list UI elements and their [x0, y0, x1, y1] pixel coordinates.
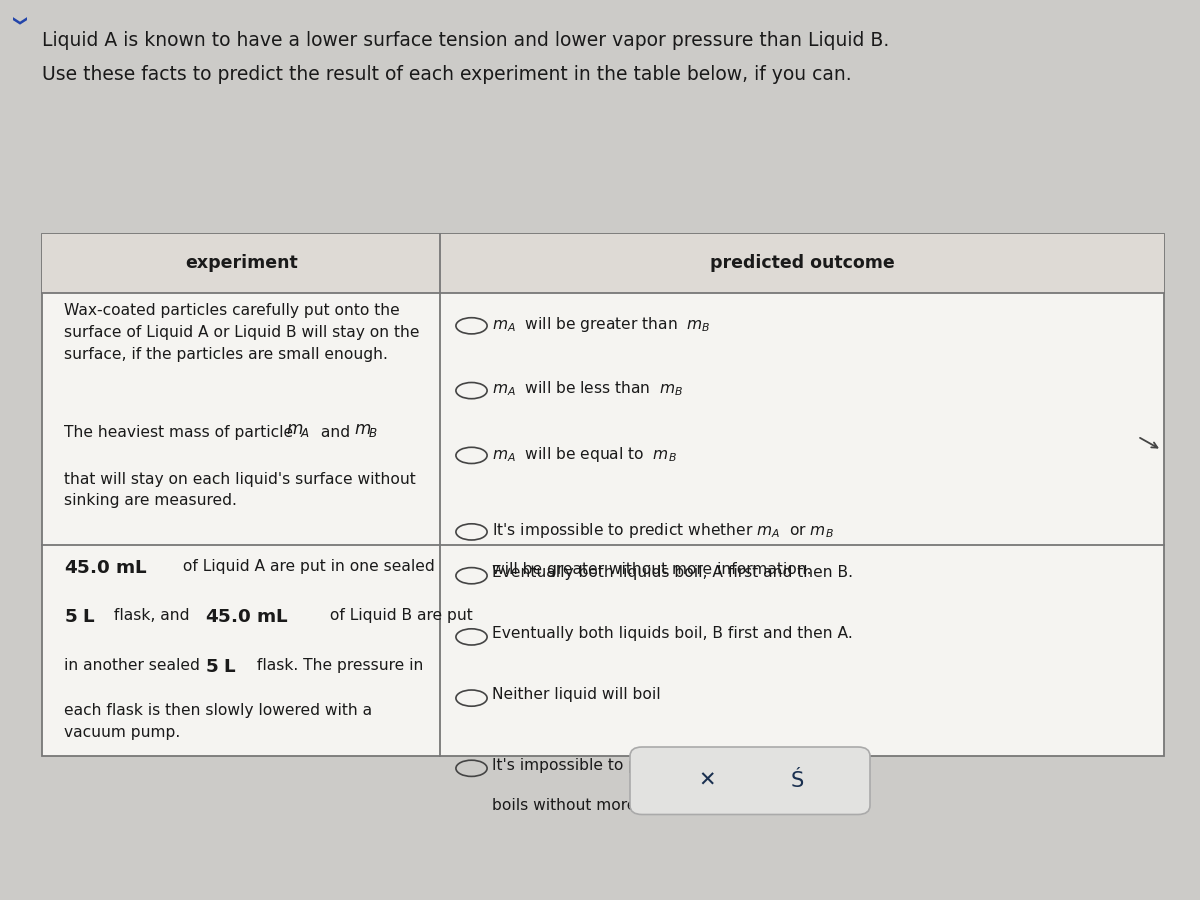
- Text: flask, and: flask, and: [109, 608, 194, 623]
- Text: ❯: ❯: [10, 16, 24, 28]
- Text: flask. The pressure in: flask. The pressure in: [252, 658, 424, 672]
- Text: Use these facts to predict the result of each experiment in the table below, if : Use these facts to predict the result of…: [42, 65, 852, 84]
- Text: of Liquid B are put: of Liquid B are put: [325, 608, 473, 623]
- Text: Eventually both liquids boil, A first and then B.: Eventually both liquids boil, A first an…: [492, 565, 853, 580]
- Text: Eventually both liquids boil, B first and then A.: Eventually both liquids boil, B first an…: [492, 626, 853, 641]
- Text: $\mathbf{45.0\ mL}$: $\mathbf{45.0\ mL}$: [205, 608, 289, 626]
- Text: boils without more information.: boils without more information.: [492, 798, 736, 813]
- Text: Ś: Ś: [791, 770, 804, 791]
- Text: Neither liquid will boil: Neither liquid will boil: [492, 688, 660, 702]
- Text: The heaviest mass of particle: The heaviest mass of particle: [64, 425, 298, 440]
- Text: It's impossible to predict whether eitherliquid: It's impossible to predict whether eithe…: [492, 758, 845, 772]
- Text: Wax-coated particles carefully put onto the
surface of Liquid A or Liquid B will: Wax-coated particles carefully put onto …: [64, 303, 419, 362]
- Text: $\mathbf{5\ L}$: $\mathbf{5\ L}$: [205, 658, 238, 676]
- FancyBboxPatch shape: [42, 234, 1164, 756]
- Text: Liquid A is known to have a lower surface tension and lower vapor pressure than : Liquid A is known to have a lower surfac…: [42, 32, 889, 50]
- Text: and: and: [316, 425, 355, 440]
- Text: experiment: experiment: [185, 254, 298, 272]
- Text: It's impossible to predict whether $m_A$  or $m_B$: It's impossible to predict whether $m_A$…: [492, 521, 834, 540]
- Text: will be greater without more information.: will be greater without more information…: [492, 562, 811, 577]
- Text: $m_{\!A}$: $m_{\!A}$: [286, 421, 310, 439]
- Text: each flask is then slowly lowered with a
vacuum pump.: each flask is then slowly lowered with a…: [64, 703, 372, 740]
- FancyBboxPatch shape: [630, 747, 870, 814]
- Text: in another sealed: in another sealed: [64, 658, 204, 672]
- FancyBboxPatch shape: [42, 234, 1164, 292]
- Text: $\mathbf{45.0\ mL}$: $\mathbf{45.0\ mL}$: [64, 559, 148, 577]
- Text: $m_A$  will be greater than  $m_B$: $m_A$ will be greater than $m_B$: [492, 315, 710, 334]
- Text: $\mathbf{5\ L}$: $\mathbf{5\ L}$: [64, 608, 96, 626]
- Text: ✕: ✕: [698, 770, 715, 791]
- Text: $m_A$  will be less than  $m_B$: $m_A$ will be less than $m_B$: [492, 380, 684, 399]
- Text: of Liquid A are put in one sealed: of Liquid A are put in one sealed: [178, 559, 434, 573]
- Text: that will stay on each liquid's surface without
sinking are measured.: that will stay on each liquid's surface …: [64, 472, 415, 508]
- Text: predicted outcome: predicted outcome: [709, 254, 894, 272]
- Text: $m_A$  will be equal to  $m_B$: $m_A$ will be equal to $m_B$: [492, 445, 677, 464]
- Text: $m_{\!B}$: $m_{\!B}$: [354, 421, 378, 439]
